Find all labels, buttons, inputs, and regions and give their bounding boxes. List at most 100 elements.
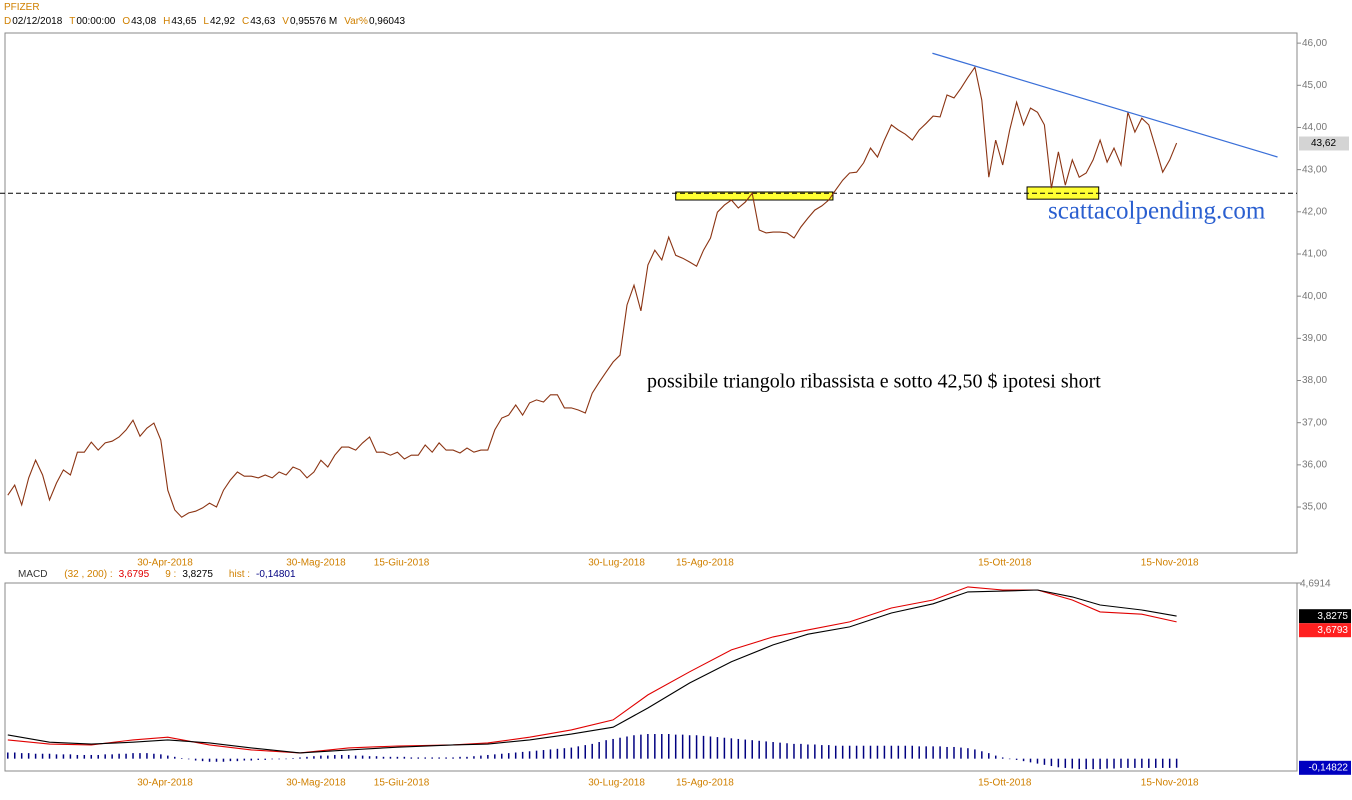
histogram-bar [125, 753, 127, 759]
histogram-bar [619, 737, 621, 759]
last-price-box [1299, 136, 1349, 151]
histogram-bar [897, 745, 900, 759]
histogram-bar [285, 758, 287, 760]
histogram-bar [208, 758, 211, 762]
histogram-bar [13, 752, 16, 759]
histogram-bar [146, 753, 148, 759]
histogram-bar [1141, 758, 1143, 768]
histogram-bar [347, 754, 350, 759]
histogram-bar [1134, 758, 1136, 768]
histogram-bar [981, 751, 983, 759]
histogram-bar [834, 745, 837, 759]
x-tick-label: 30-Mag-2018 [286, 778, 346, 789]
histogram-bar [890, 745, 893, 759]
y-tick-label: 45,00 [1302, 80, 1327, 91]
histogram-bar [946, 746, 948, 759]
histogram-bar [737, 738, 740, 759]
macd-legend: MACD (32 , 200) : 3,6795 9 : 3,8275 hist : -0… [18, 569, 312, 580]
histogram-bar [974, 749, 976, 759]
histogram-bar [911, 745, 914, 759]
x-tick-label: 15-Nov-2018 [1141, 778, 1199, 789]
histogram-bar [862, 745, 865, 759]
histogram-bar [1022, 758, 1025, 762]
histogram-bar [501, 753, 503, 759]
info-value: 42,92 [209, 16, 236, 27]
histogram-bar [20, 753, 23, 759]
histogram-bar [187, 758, 190, 760]
last-value-box [1299, 609, 1351, 624]
histogram-bar [382, 756, 385, 759]
histogram-bar [1099, 758, 1101, 770]
histogram-bar [1015, 758, 1018, 760]
histogram-bar [292, 758, 294, 759]
histogram-bar [535, 750, 538, 759]
histogram-bar [132, 753, 134, 759]
trend-line [932, 52, 1278, 158]
histogram-bar [55, 754, 58, 759]
histogram-bar [201, 758, 204, 762]
histogram-bar [487, 754, 489, 759]
macd-line [7, 586, 1177, 754]
histogram-bar [716, 737, 719, 759]
histogram-bar [507, 753, 510, 759]
x-tick-label: 30-Mag-2018 [286, 558, 346, 569]
info-label: C [242, 16, 250, 27]
last-value-box [1299, 623, 1351, 638]
info-value: 43,63 [250, 16, 276, 27]
histogram-bar [340, 754, 343, 759]
info-value: 0,95576 M [289, 16, 338, 27]
info-value: 43,08 [131, 16, 157, 27]
histogram-bar [90, 754, 93, 759]
histogram-bar [605, 740, 607, 759]
histogram-bar [542, 750, 545, 759]
histogram-bar [264, 758, 266, 760]
info-label: H [163, 16, 171, 27]
histogram-bar [1148, 758, 1150, 768]
macd-panel [4, 582, 1298, 772]
histogram-bar [104, 754, 106, 759]
histogram-bar [772, 742, 774, 759]
histogram-bar [939, 746, 941, 759]
histogram-bar [243, 758, 246, 761]
legend-value: 3,8275 [182, 569, 213, 580]
histogram-bar [633, 735, 635, 759]
histogram-bar [320, 755, 322, 759]
x-tick-label: 15-Ott-2018 [978, 778, 1032, 789]
histogram-bar [988, 753, 990, 759]
histogram-bar [361, 755, 364, 759]
histogram-bar [876, 745, 879, 759]
info-value: 43,65 [171, 16, 197, 27]
histogram-bar [918, 746, 920, 759]
histogram-bar [459, 756, 461, 759]
y-tick-label: 40,00 [1302, 291, 1327, 302]
x-tick-label: 30-Apr-2018 [137, 778, 193, 789]
histogram-bar [584, 745, 587, 759]
histogram-bar [577, 746, 580, 759]
x-tick-label: 30-Lug-2018 [588, 558, 645, 569]
histogram-bar [452, 757, 454, 759]
info-label: D [4, 16, 12, 27]
last-value-label: 3,6793 [1317, 625, 1348, 636]
histogram-bar [528, 751, 531, 759]
histogram-bar [1064, 758, 1067, 768]
histogram-bar [1175, 758, 1178, 768]
histogram-bar [69, 754, 72, 759]
info-label: Var% [344, 16, 368, 27]
annotation: scattacolpending.com [1048, 198, 1266, 225]
histogram-bar [1155, 758, 1157, 768]
histogram-bar [681, 734, 684, 759]
histogram-bar [48, 753, 51, 759]
histogram-bar [215, 758, 218, 762]
histogram-bar [466, 756, 468, 759]
histogram-bar [118, 753, 120, 759]
histogram-bar [396, 756, 399, 759]
histogram-bar [417, 757, 420, 759]
histogram-bar [758, 740, 760, 759]
y-tick-label: 46,00 [1302, 38, 1327, 49]
x-tick-label: 30-Apr-2018 [137, 558, 193, 569]
y-tick-label: 42,00 [1302, 206, 1327, 217]
histogram-bar [174, 756, 176, 759]
histogram-bar [869, 745, 872, 759]
histogram-bar [410, 757, 413, 759]
